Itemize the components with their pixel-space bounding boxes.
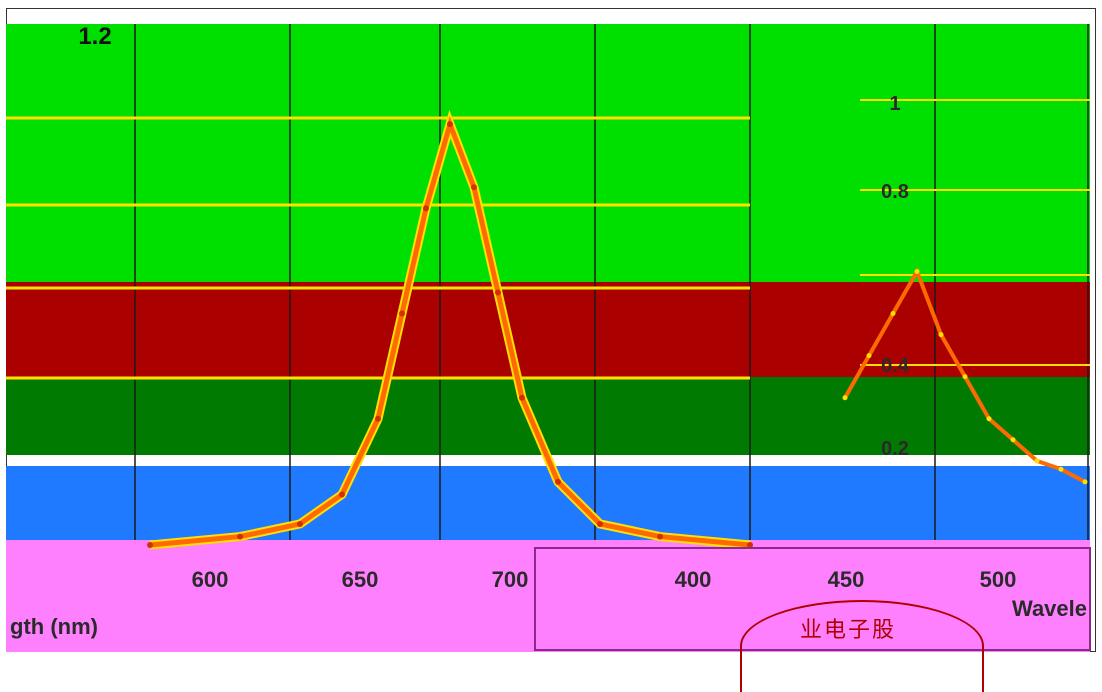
right-point-5 (962, 374, 968, 380)
right-point-1 (866, 353, 872, 359)
right-x-tick-0: 400 (675, 567, 712, 592)
band-magenta-left (6, 540, 522, 652)
left-series-line-0 (149, 116, 751, 548)
left-point-7 (447, 121, 453, 128)
right-xlabel: Wavele (1012, 596, 1087, 621)
left-y-tick-top: 1.2 (78, 23, 111, 50)
left-point-14 (747, 542, 753, 548)
left-point-11 (555, 478, 561, 485)
left-point-2 (297, 520, 303, 527)
band-blue (6, 466, 1090, 540)
left-xlabel: gth (nm) (10, 614, 98, 639)
left-point-4 (375, 415, 381, 422)
right-y-tick-2: 0.4 (881, 355, 910, 377)
left-point-1 (237, 533, 243, 540)
left-point-3 (339, 491, 345, 498)
left-x-tick-2: 700 (492, 567, 529, 592)
right-point-3 (914, 268, 920, 274)
seal-text: 业电子股 (800, 618, 897, 643)
left-point-8 (471, 184, 477, 191)
right-y-tick-3: 0.2 (881, 438, 909, 460)
left-point-5 (399, 310, 405, 317)
seal-stamp (740, 600, 984, 692)
left-point-13 (657, 533, 663, 540)
left-x-tick-0: 600 (192, 567, 229, 592)
right-point-7 (1010, 437, 1016, 443)
band-mid (6, 282, 1090, 377)
right-x-tick-1: 450 (828, 567, 865, 592)
right-point-8 (1034, 458, 1040, 464)
left-point-9 (495, 289, 501, 296)
left-point-10 (519, 394, 525, 401)
right-y-tick-1: 0.8 (881, 181, 909, 203)
right-point-6 (986, 416, 992, 422)
left-point-6 (423, 205, 429, 212)
left-x-tick-1: 650 (342, 567, 379, 592)
right-x-tick-2: 500 (980, 567, 1017, 592)
left-series-halo-0 (149, 109, 751, 550)
right-y-tick-0: 1 (889, 93, 900, 115)
left-point-0 (147, 542, 153, 548)
band-top (6, 24, 1090, 282)
right-point-4 (938, 332, 944, 338)
right-point-2 (890, 311, 896, 317)
band-low (6, 377, 1090, 455)
right-point-9 (1058, 466, 1064, 472)
right-point-0 (842, 395, 848, 401)
right-point-10 (1082, 479, 1088, 485)
chart-svg: 1.2 600 650 700 gth (nm) 1 0.8 0.4 0.2 400 450 500 W… (6, 23, 1091, 651)
left-point-12 (597, 520, 603, 527)
